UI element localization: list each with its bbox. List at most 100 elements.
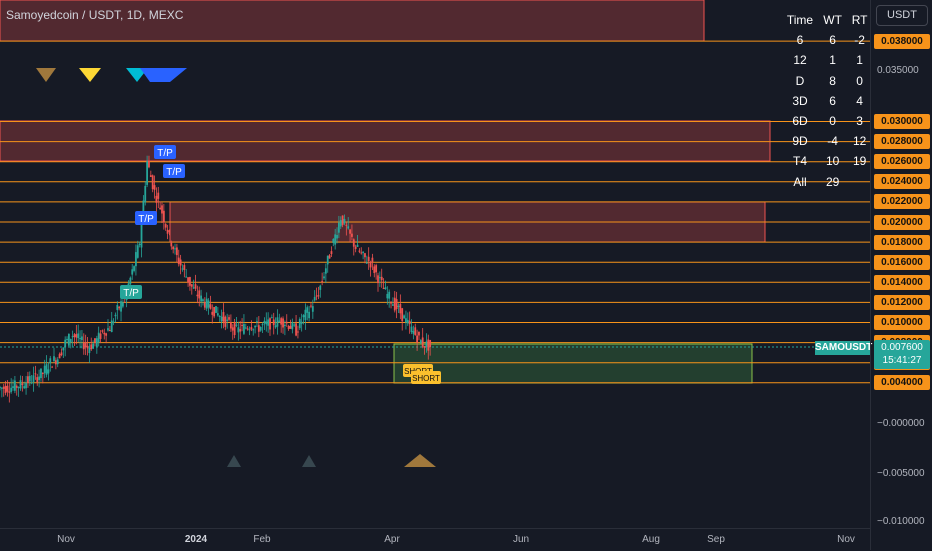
candle-body bbox=[149, 175, 152, 177]
candle-body bbox=[144, 185, 147, 203]
time-axis[interactable]: Nov 2024 Feb Apr Jun Aug Sep Nov bbox=[0, 528, 870, 551]
candle-body bbox=[373, 266, 376, 273]
candle-body bbox=[285, 321, 288, 324]
price-level-tag: 0.030000 bbox=[874, 114, 930, 129]
take-profit-labels: T/P T/P T/P T/P bbox=[120, 145, 185, 299]
resistance-zone-upper bbox=[0, 120, 771, 162]
candle-body bbox=[272, 319, 275, 326]
triangle-marker-1 bbox=[227, 455, 241, 467]
candle-body bbox=[120, 301, 122, 312]
plot-area[interactable]: T/P T/P T/P T/P SHORT SHORT bbox=[0, 0, 870, 528]
candle-body bbox=[64, 339, 67, 347]
candle-body bbox=[211, 311, 214, 315]
short-label-2: SHORT bbox=[411, 371, 441, 384]
table-row: All 29 bbox=[782, 172, 872, 192]
price-level-tag: 0.010000 bbox=[874, 315, 930, 330]
candle-body bbox=[218, 316, 221, 318]
table-cell: RT bbox=[851, 13, 868, 28]
candle-body bbox=[200, 295, 203, 302]
candle-body bbox=[179, 259, 182, 266]
candle-body bbox=[183, 265, 186, 270]
candle-body bbox=[2, 386, 5, 389]
candle-countdown: 15:41:27 bbox=[882, 355, 922, 366]
table-cell: 6D bbox=[792, 114, 808, 129]
table-cell: 0 bbox=[856, 73, 863, 88]
price-scale-label: 0.035000 bbox=[877, 65, 919, 76]
candle-body bbox=[13, 380, 16, 391]
candle-body bbox=[192, 287, 195, 289]
candles bbox=[0, 155, 432, 403]
candle-body bbox=[414, 327, 417, 335]
candle-body bbox=[185, 276, 188, 278]
candle-body bbox=[220, 316, 223, 322]
table-cell: 12 bbox=[793, 53, 807, 68]
candle-body bbox=[27, 376, 29, 383]
candle-body bbox=[32, 375, 35, 383]
candle-body bbox=[153, 185, 156, 190]
candle-body bbox=[380, 276, 383, 281]
candle-body bbox=[228, 317, 230, 320]
price-level-tag: 0.014000 bbox=[874, 274, 930, 290]
candle-body bbox=[53, 356, 55, 361]
candle-body bbox=[107, 328, 109, 331]
candle-body bbox=[51, 366, 54, 368]
price-level-tag: 0.016000 bbox=[874, 254, 930, 270]
price-axis[interactable]: USDT 0.038000 0.030000 0.028000 0.026000 0.0… bbox=[870, 0, 932, 550]
candle-body bbox=[43, 365, 46, 374]
candle-body bbox=[30, 382, 33, 384]
candle-body bbox=[131, 269, 134, 275]
candle-body bbox=[324, 268, 327, 274]
candle-body bbox=[8, 391, 11, 393]
candle-body bbox=[352, 239, 355, 247]
time-label: Jun bbox=[512, 534, 530, 545]
time-label: Sep bbox=[707, 534, 725, 545]
price-scale-label: −0.005000 bbox=[877, 468, 925, 479]
candle-body bbox=[189, 277, 191, 286]
symbol-price-label: SAMOUSDT bbox=[815, 341, 873, 355]
candle-body bbox=[354, 246, 357, 249]
candle-body bbox=[198, 290, 201, 299]
candle-body bbox=[270, 317, 273, 319]
current-price-value: 0.007600 bbox=[881, 342, 923, 353]
candle-body bbox=[231, 327, 234, 331]
tp-label-4: T/P bbox=[120, 285, 142, 299]
candle-body bbox=[310, 305, 312, 307]
candle-body bbox=[71, 336, 74, 338]
price-level-tag: 0.018000 bbox=[874, 234, 930, 250]
candle-body bbox=[319, 285, 322, 290]
candle-body bbox=[105, 333, 108, 336]
price-level-tag: 0.028000 bbox=[874, 134, 930, 150]
candle-body bbox=[136, 245, 139, 258]
candle-body bbox=[367, 256, 370, 262]
candle-body bbox=[73, 334, 76, 338]
candle-body bbox=[135, 252, 137, 267]
table-cell: 1 bbox=[829, 53, 836, 68]
table-cell: WT bbox=[823, 13, 842, 28]
candle-body bbox=[326, 255, 329, 265]
candle-body bbox=[315, 295, 318, 297]
currency-button[interactable]: USDT bbox=[876, 5, 928, 26]
candle-body bbox=[382, 288, 385, 290]
price-scale-label: −0.010000 bbox=[877, 516, 925, 527]
candle-body bbox=[243, 324, 245, 334]
candle-body bbox=[112, 321, 115, 323]
tp-label-2-text: T/P bbox=[166, 167, 182, 178]
candle-body bbox=[69, 338, 72, 343]
candle-body bbox=[82, 343, 85, 350]
candle-body bbox=[351, 233, 353, 237]
candle-body bbox=[323, 276, 325, 279]
table-cell: D bbox=[795, 73, 805, 88]
candle-body bbox=[177, 257, 180, 264]
candle-body bbox=[60, 352, 63, 356]
candle-body bbox=[86, 345, 89, 349]
candle-body bbox=[412, 331, 415, 334]
candle-body bbox=[341, 215, 344, 226]
table-row: 6D 0 3 bbox=[782, 111, 872, 131]
table-cell: Time bbox=[786, 13, 814, 28]
candle-body bbox=[164, 224, 167, 228]
table-cell: 6 bbox=[829, 93, 836, 108]
table-cell: 3 bbox=[856, 114, 863, 129]
candle-body bbox=[190, 284, 193, 287]
candle-body bbox=[79, 338, 81, 340]
